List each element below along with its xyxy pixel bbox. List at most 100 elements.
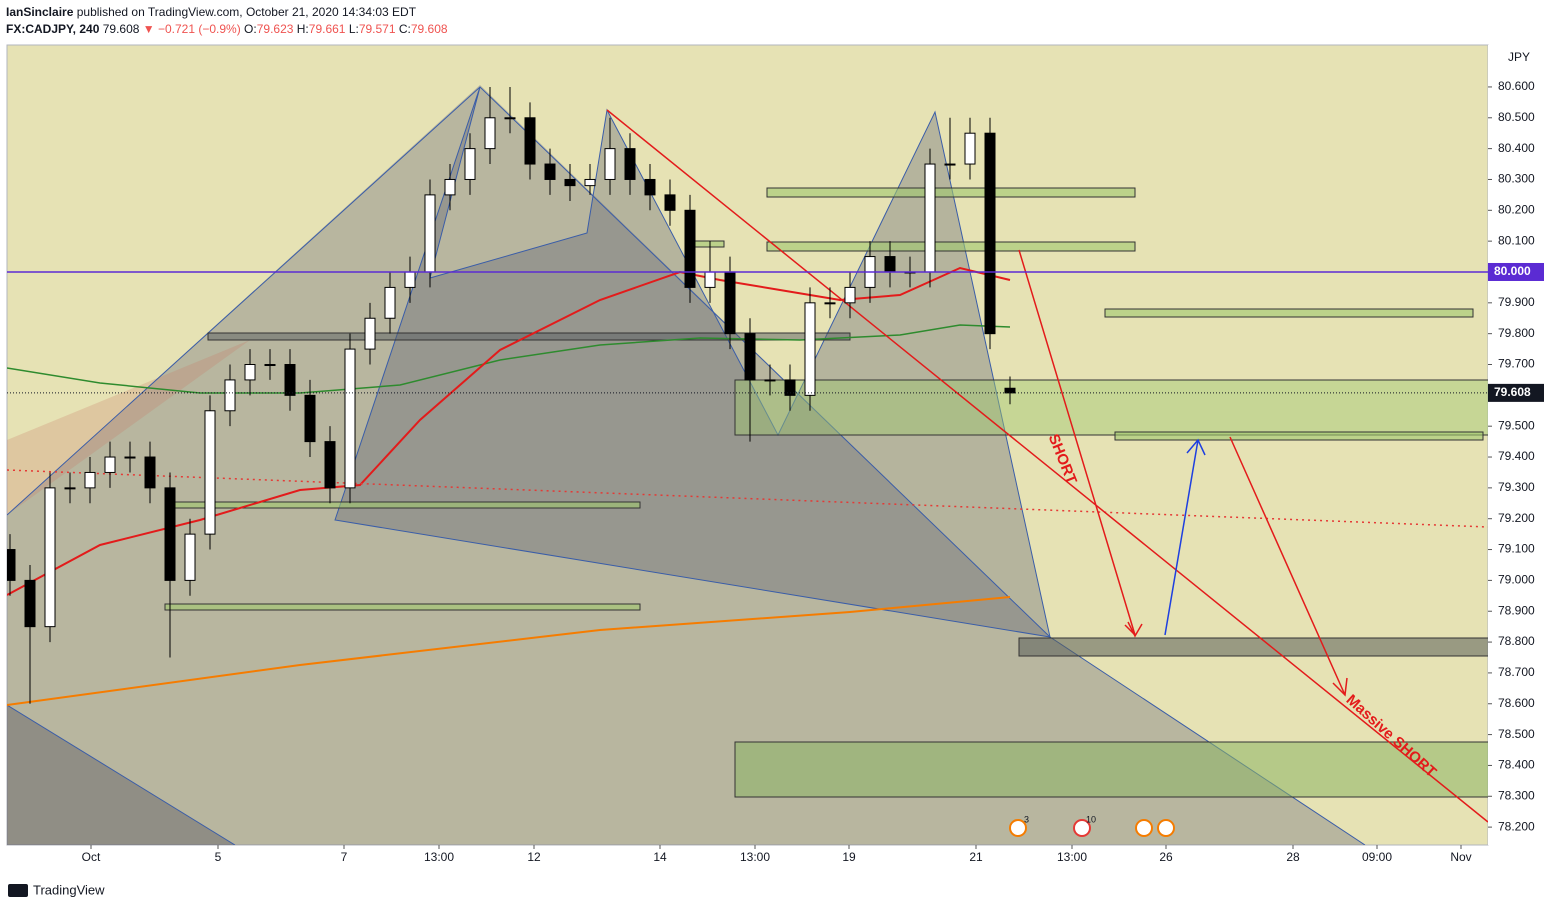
candle-body [84,471,96,489]
c-label: C: [398,22,411,36]
y-tick-label: 80.400 [1498,141,1535,155]
candles [7,86,1016,704]
price-label: 79.608 [1494,385,1531,399]
candle-body [744,333,756,381]
y-tick-label: 80.100 [1498,233,1535,247]
candle-body [64,487,76,490]
y-tick-label: 78.300 [1498,788,1535,802]
y-tick-label: 79.100 [1498,542,1535,556]
pattern-line [7,704,236,845]
x-tick-label: 26 [1159,850,1173,864]
candle-body [404,271,416,288]
level [766,187,1136,198]
moving-average [7,596,1011,706]
price-axis [1488,45,1550,845]
zone [734,741,1488,798]
candle-body [624,148,636,180]
candle-body [944,163,956,166]
arrow-head [1186,438,1206,456]
y-tick-label: 79.500 [1498,418,1535,432]
x-tick-label: Nov [1450,850,1471,864]
h-value: 79.661 [308,22,346,36]
candle-body [264,364,276,367]
candle-body [24,579,36,628]
x-tick-label: 14 [653,850,667,864]
level [164,603,641,611]
pattern-area [7,340,250,515]
candle-body [984,132,996,335]
candle-body [7,549,16,581]
brand: TradingView [33,882,105,897]
y-tick-label: 78.200 [1498,819,1535,833]
candle-body [884,256,896,273]
y-tick-label: 79.800 [1498,326,1535,340]
candle-body [644,178,656,196]
logo [8,884,28,897]
candle-body [724,271,736,335]
y-tick-label: 80.600 [1498,79,1535,93]
y-tick-label: 79.000 [1498,573,1535,587]
x-tick-label: 09:00 [1362,850,1392,864]
x-tick-label: 7 [341,850,348,864]
candle-body [124,456,136,459]
x-tick-label: 5 [215,850,222,864]
candle-body [964,132,976,165]
y-tick-label: 80.300 [1498,172,1535,186]
candle-body [424,194,436,273]
candle-body [684,209,696,288]
arrow-head [1127,621,1143,638]
header-line: IanSinclaire published on TradingView.co… [6,5,416,19]
candle-body [484,117,496,150]
candle-body [344,348,356,489]
y-tick-label: 80.200 [1498,202,1535,216]
y-tick-label: 78.700 [1498,665,1535,679]
candle-body [804,302,816,396]
y-tick-label: 79.400 [1498,449,1535,463]
candle-body [924,163,936,273]
moving-average [7,266,1011,596]
x-tick-label: 13:00 [424,850,454,864]
y-tick-label: 78.500 [1498,727,1535,741]
symbol-line: FX:CADJPY, 240 79.608 ▼ −0.721 (−0.9%) O… [6,22,448,36]
event-icon [1073,819,1091,837]
change: ▼ −0.721 (−0.9%) [142,22,241,36]
event-icons: 3 10 [1009,814,1175,837]
trend-line [7,469,1488,528]
y-tick-label: 79.900 [1498,295,1535,309]
y-tick-label: 78.800 [1498,634,1535,648]
candle-body [184,533,196,581]
price-label-box [1488,383,1544,402]
l-value: 79.571 [358,22,396,36]
level [691,240,725,248]
author: IanSinclaire [6,5,74,19]
published: published on TradingView.com, October 21… [76,5,417,19]
x-tick-label: 28 [1286,850,1300,864]
o-label: O: [244,22,257,36]
y-tick-label: 79.300 [1498,480,1535,494]
candle-body [444,178,456,196]
candle-body [324,441,336,489]
candle-body [524,117,536,165]
x-tick-label: 13:00 [1057,850,1087,864]
x-tick-label: Oct [82,850,101,864]
candle-body [384,286,396,319]
y-tick-label: 80.500 [1498,110,1535,124]
level [766,241,1136,252]
candle-body [784,379,796,396]
candle-body [244,364,256,381]
y-tick-label: 78.600 [1498,696,1535,710]
candle-body [604,148,616,180]
event-icon [1157,819,1175,837]
event-count: 3 [1024,814,1029,824]
moving-average [7,324,1011,394]
arrow [1229,436,1346,696]
candle-body [144,456,156,489]
trend-line [606,109,1488,823]
arrow-head [1332,677,1348,697]
last: 79.608 [102,22,140,36]
candle-body [504,117,516,120]
event-icon [1135,819,1153,837]
y-tick-label: 79.200 [1498,511,1535,525]
price-label: 80.000 [1494,264,1531,278]
